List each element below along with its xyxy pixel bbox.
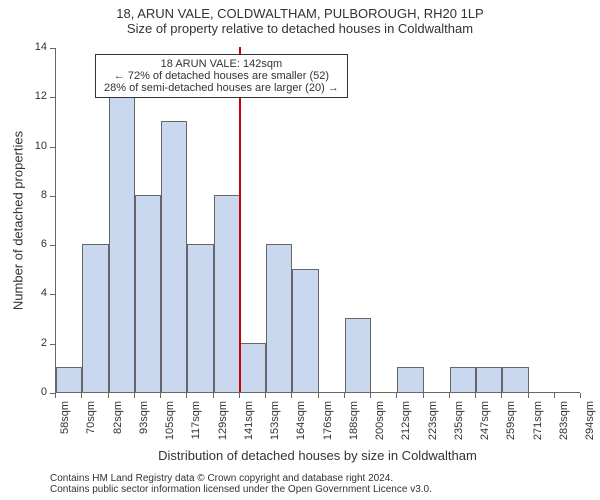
histogram-bar xyxy=(240,343,266,392)
y-tick-label: 10 xyxy=(25,140,47,152)
x-tick-mark xyxy=(239,393,240,398)
y-tick-label: 14 xyxy=(25,41,47,53)
y-tick-mark xyxy=(50,344,55,345)
x-tick-label: 200sqm xyxy=(374,401,386,451)
x-tick-label: 141sqm xyxy=(243,401,255,451)
x-tick-label: 223sqm xyxy=(427,401,439,451)
x-tick-mark xyxy=(370,393,371,398)
histogram-bar xyxy=(187,244,213,392)
property-marker-line xyxy=(239,47,241,392)
annotation-line: ← 72% of detached houses are smaller (52… xyxy=(104,70,339,82)
annotation-line: 18 ARUN VALE: 142sqm xyxy=(104,58,339,70)
footer-line-2: Contains public sector information licen… xyxy=(50,484,432,495)
histogram-bar xyxy=(56,367,82,392)
x-tick-mark xyxy=(528,393,529,398)
x-tick-mark xyxy=(344,393,345,398)
footer-line-1: Contains HM Land Registry data © Crown c… xyxy=(50,473,432,484)
x-tick-label: 271sqm xyxy=(532,401,544,451)
x-tick-label: 188sqm xyxy=(348,401,360,451)
histogram-bar xyxy=(397,367,423,392)
y-tick-label: 0 xyxy=(25,386,47,398)
x-tick-mark xyxy=(108,393,109,398)
x-tick-mark xyxy=(475,393,476,398)
x-tick-label: 93sqm xyxy=(138,401,150,451)
y-tick-label: 4 xyxy=(25,287,47,299)
histogram-bar xyxy=(82,244,108,392)
x-tick-mark xyxy=(81,393,82,398)
y-tick-mark xyxy=(50,294,55,295)
x-tick-label: 129sqm xyxy=(217,401,229,451)
x-tick-mark xyxy=(160,393,161,398)
x-tick-label: 212sqm xyxy=(400,401,412,451)
x-tick-mark xyxy=(213,393,214,398)
y-axis-label: Number of detached properties xyxy=(11,120,26,320)
x-tick-mark xyxy=(396,393,397,398)
x-tick-mark xyxy=(449,393,450,398)
x-tick-label: 259sqm xyxy=(505,401,517,451)
x-tick-mark xyxy=(501,393,502,398)
x-tick-label: 82sqm xyxy=(112,401,124,451)
x-tick-mark xyxy=(291,393,292,398)
x-tick-mark xyxy=(580,393,581,398)
x-tick-label: 176sqm xyxy=(322,401,334,451)
histogram-bar xyxy=(135,195,161,392)
footer-attribution: Contains HM Land Registry data © Crown c… xyxy=(50,473,432,495)
title-line-2: Size of property relative to detached ho… xyxy=(0,21,600,36)
x-tick-mark xyxy=(423,393,424,398)
y-tick-mark xyxy=(50,48,55,49)
x-tick-label: 153sqm xyxy=(269,401,281,451)
x-tick-mark xyxy=(186,393,187,398)
histogram-bar xyxy=(502,367,528,392)
annotation-box: 18 ARUN VALE: 142sqm← 72% of detached ho… xyxy=(95,54,348,98)
histogram-bar xyxy=(292,269,318,392)
y-tick-label: 6 xyxy=(25,238,47,250)
title-line-1: 18, ARUN VALE, COLDWALTHAM, PULBOROUGH, … xyxy=(0,6,600,21)
histogram-bar xyxy=(161,121,187,392)
x-tick-mark xyxy=(265,393,266,398)
histogram-bar xyxy=(214,195,240,392)
histogram-bar xyxy=(266,244,292,392)
plot-area xyxy=(55,48,580,393)
histogram-bar xyxy=(476,367,502,392)
x-tick-label: 70sqm xyxy=(85,401,97,451)
x-tick-mark xyxy=(134,393,135,398)
y-tick-mark xyxy=(50,196,55,197)
y-tick-mark xyxy=(50,97,55,98)
histogram-bar xyxy=(109,96,135,392)
x-tick-label: 117sqm xyxy=(190,401,202,451)
y-tick-label: 2 xyxy=(25,337,47,349)
x-tick-label: 164sqm xyxy=(295,401,307,451)
y-tick-label: 8 xyxy=(25,189,47,201)
x-tick-mark xyxy=(554,393,555,398)
x-tick-label: 105sqm xyxy=(164,401,176,451)
x-tick-label: 294sqm xyxy=(584,401,596,451)
x-tick-label: 283sqm xyxy=(558,401,570,451)
histogram-bar xyxy=(450,367,476,392)
x-axis-label: Distribution of detached houses by size … xyxy=(55,448,580,463)
x-tick-label: 247sqm xyxy=(479,401,491,451)
annotation-line: 28% of semi-detached houses are larger (… xyxy=(104,82,339,94)
x-tick-mark xyxy=(55,393,56,398)
y-tick-mark xyxy=(50,147,55,148)
y-tick-label: 12 xyxy=(25,90,47,102)
x-tick-label: 58sqm xyxy=(59,401,71,451)
histogram-bar xyxy=(345,318,371,392)
y-tick-mark xyxy=(50,245,55,246)
x-tick-mark xyxy=(318,393,319,398)
x-tick-label: 235sqm xyxy=(453,401,465,451)
